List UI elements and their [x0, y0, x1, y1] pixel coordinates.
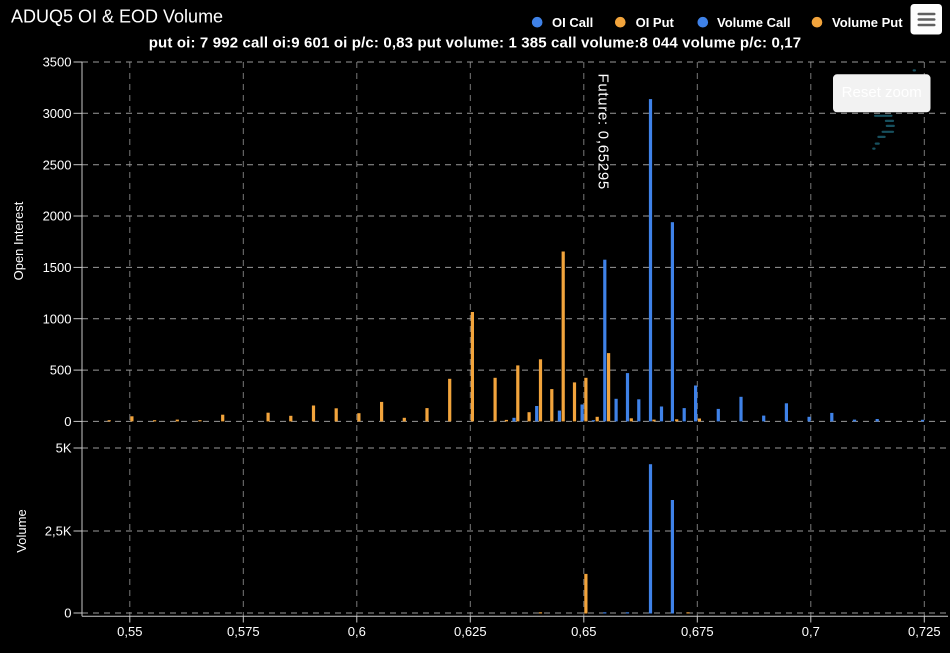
svg-text:put oi: 7 992 call oi:9 601 oi: put oi: 7 992 call oi:9 601 oi p/c: 0,83…	[149, 35, 802, 52]
svg-text:Volume Call: Volume Call	[717, 15, 790, 30]
svg-text:Future: 0,65295: Future: 0,65295	[595, 74, 612, 190]
svg-text:2000: 2000	[43, 209, 72, 224]
svg-text:0,7: 0,7	[802, 624, 820, 639]
svg-text:Volume Put: Volume Put	[832, 15, 903, 30]
svg-text:0,6: 0,6	[348, 624, 366, 639]
svg-text:OI Put: OI Put	[636, 15, 675, 30]
svg-text:500: 500	[50, 363, 72, 378]
svg-text:OI Call: OI Call	[552, 15, 593, 30]
svg-text:0,65: 0,65	[571, 624, 596, 639]
svg-text:3500: 3500	[43, 55, 72, 70]
svg-text:Open Interest: Open Interest	[11, 201, 26, 280]
svg-text:2500: 2500	[43, 157, 72, 172]
svg-text:0,575: 0,575	[227, 624, 260, 639]
svg-text:0: 0	[64, 414, 71, 429]
svg-text:Volume: Volume	[14, 509, 29, 552]
svg-text:0: 0	[64, 606, 71, 621]
svg-text:0,725: 0,725	[908, 624, 941, 639]
svg-text:Reset zoom: Reset zoom	[842, 84, 922, 101]
svg-text:0,625: 0,625	[454, 624, 487, 639]
svg-text:ADUQ5 OI & EOD Volume: ADUQ5 OI & EOD Volume	[11, 7, 223, 27]
svg-text:3000: 3000	[43, 106, 72, 121]
svg-text:0,55: 0,55	[117, 624, 142, 639]
svg-text:0,675: 0,675	[681, 624, 714, 639]
svg-text:2,5K: 2,5K	[45, 524, 72, 539]
svg-text:1000: 1000	[43, 311, 72, 326]
svg-text:5K: 5K	[56, 441, 72, 456]
svg-text:1500: 1500	[43, 260, 72, 275]
